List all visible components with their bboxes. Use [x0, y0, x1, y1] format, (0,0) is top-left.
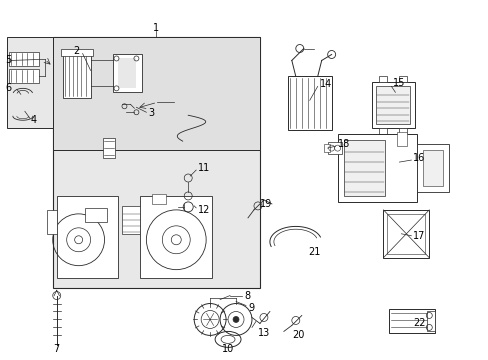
Bar [343, 140, 385, 196]
Text: 8: 8 [244, 291, 250, 301]
Text: 13: 13 [258, 328, 270, 338]
Text: 7: 7 [54, 345, 60, 354]
Text: 21: 21 [307, 247, 320, 257]
Bar [371, 82, 414, 128]
Bar [122, 206, 142, 234]
Text: 22: 22 [412, 319, 425, 328]
Bar [84, 208, 106, 222]
Bar [323, 144, 329, 152]
Bar [102, 138, 114, 158]
Text: 1: 1 [153, 23, 159, 33]
Text: 3: 3 [148, 108, 154, 118]
Bar [287, 76, 331, 130]
Text: 14: 14 [319, 79, 331, 89]
Text: 15: 15 [393, 78, 405, 88]
Bar [57, 196, 118, 278]
Bar [386, 214, 425, 254]
Text: 20: 20 [291, 330, 304, 341]
Text: 6: 6 [5, 84, 11, 93]
Bar [61, 49, 92, 57]
Bar [53, 37, 260, 288]
Bar [388, 310, 434, 333]
Bar [427, 311, 434, 332]
Bar [416, 144, 448, 192]
Bar [140, 196, 212, 278]
Bar [118, 58, 136, 88]
Bar [337, 134, 416, 202]
Text: 19: 19 [260, 199, 272, 209]
Bar [379, 76, 386, 82]
Bar [399, 76, 407, 82]
Text: 10: 10 [222, 345, 234, 354]
Bar [9, 53, 39, 67]
Bar [7, 37, 53, 128]
Text: 2: 2 [73, 45, 80, 55]
Bar [376, 86, 409, 124]
Bar [397, 132, 407, 146]
Bar [112, 54, 142, 92]
Text: 12: 12 [198, 205, 210, 215]
Bar [379, 128, 386, 134]
Circle shape [233, 316, 239, 323]
Bar [47, 210, 57, 234]
Text: 11: 11 [198, 163, 210, 173]
Text: 9: 9 [247, 302, 254, 312]
Bar [399, 128, 407, 134]
Bar [327, 142, 341, 154]
Text: 4: 4 [31, 115, 37, 125]
Bar [62, 50, 90, 98]
Bar [53, 37, 260, 150]
Text: 17: 17 [412, 231, 425, 241]
Bar [383, 210, 428, 258]
Bar [9, 69, 39, 84]
Bar [152, 194, 166, 204]
Bar [423, 150, 442, 186]
Text: 18: 18 [337, 139, 349, 149]
Text: 5: 5 [5, 55, 11, 66]
Text: 16: 16 [412, 153, 425, 163]
